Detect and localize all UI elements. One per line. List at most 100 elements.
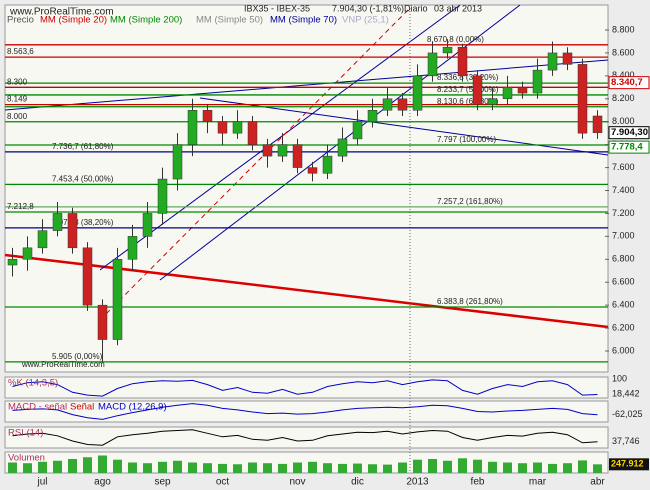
volume-bar [443,460,452,473]
volume-bar [368,464,377,473]
candle-body [487,98,498,105]
candle-body [382,98,393,111]
trend-line [99,7,411,321]
panel-title: %K (14,3,5) [8,378,58,389]
price-tag-box [608,76,650,90]
candle-body [127,236,138,260]
last-value: 18,442 [612,388,640,398]
y-tick-label: 6.400 [612,300,635,310]
y-tick-label: 7.200 [612,208,635,218]
y-tick-label: 8.200 [612,93,635,103]
level-label: 6.383,8 (261,80%) [437,297,503,306]
volume-bar [83,457,92,473]
volume-bar [323,463,332,473]
volume-bar [473,459,482,473]
candle-body [577,64,588,134]
price-tag: 7.904,30 [611,127,648,138]
x-tick-label: feb [471,477,485,488]
candle-body [37,230,48,249]
candle-body [367,110,378,122]
legend-entry: MM (Simple 70) [270,15,337,26]
volume-bar [203,463,212,473]
candle-body [217,121,228,134]
volume-bar [173,460,182,473]
candle-body [67,213,78,249]
last-value: 37,746 [612,436,640,446]
candle-body [232,121,243,134]
level-label: 8.000 [7,112,28,121]
x-tick-label: nov [289,477,305,488]
volume-bar [278,463,287,473]
candle-body [262,144,273,157]
candle-body [172,144,183,180]
candle-body [202,110,213,122]
volume-bar [113,459,122,473]
y-tick-label: 8.000 [612,116,635,126]
candle-body [52,213,63,231]
header-period: Diario [404,3,428,13]
y-tick-label: 6.600 [612,277,635,287]
volume-bar [263,463,272,473]
volume-bar [593,464,602,473]
volume-bar [23,463,32,473]
candle-body [82,247,93,306]
trend-line [99,4,461,271]
volume-bar [488,461,497,473]
x-tick-label: dic [351,477,364,488]
candle-body [292,144,303,168]
candle-body [337,138,348,157]
candle-body [157,178,168,214]
volume-bar [578,460,587,473]
candle-body [442,46,453,54]
candle-body [112,259,123,340]
level-label: 7.212,8 [7,202,34,211]
volume-bar [68,459,77,473]
volume-bar [218,463,227,473]
x-tick-label: abr [590,477,605,488]
volume-bar [158,461,167,473]
candle-body [277,144,288,157]
macd-panel [4,400,609,423]
legend-entry: VNP (25,1) [342,15,389,26]
candle-body [247,121,258,145]
indicator-line [12,429,598,446]
volume-bar [308,461,317,473]
volume-bar [398,462,407,473]
volume-bar [383,464,392,473]
candle-body [532,69,543,94]
volume-bar [143,463,152,473]
volume-bar [548,463,557,473]
candle-body [187,110,198,145]
volume-bar [8,462,17,473]
level-label: 8.233,7 (50,00%) [437,85,499,94]
level-label: 8.670,8 (0,00%) [427,35,484,44]
volume-bar [293,462,302,473]
level-label: 8.336,8 (38,20%) [437,73,499,82]
last-value-box [609,458,649,471]
header-quote: 7.904,30 (-1,81%) [332,3,404,13]
x-tick-label: mar [529,477,547,488]
header-date: 03 abr 2013 [434,3,482,13]
y-tick-label: 7.000 [612,231,635,241]
indicator-line [12,379,598,397]
level-label: 7.797 (100,00%) [437,135,496,144]
volume-bar [38,461,47,473]
level-label: 7.074,3 (38,20%) [52,218,114,227]
candle-body [412,75,423,111]
volume-bar [353,463,362,473]
legend-entry: MM (Simple 20) [40,15,107,26]
volume-bar [248,462,257,473]
trend-line [4,253,609,329]
candle-body [322,155,333,174]
candle-body [307,167,318,174]
volume-bar [413,459,422,473]
x-tick-label: oct [216,477,230,488]
candle-body [7,259,18,266]
candle-body [397,98,408,111]
volume-bar [338,463,347,473]
candle-body [457,46,468,77]
header-title: IBX35 - IBEX-35 [244,3,310,13]
y-tick-label: 6.200 [612,322,635,332]
candle-body [502,87,513,100]
